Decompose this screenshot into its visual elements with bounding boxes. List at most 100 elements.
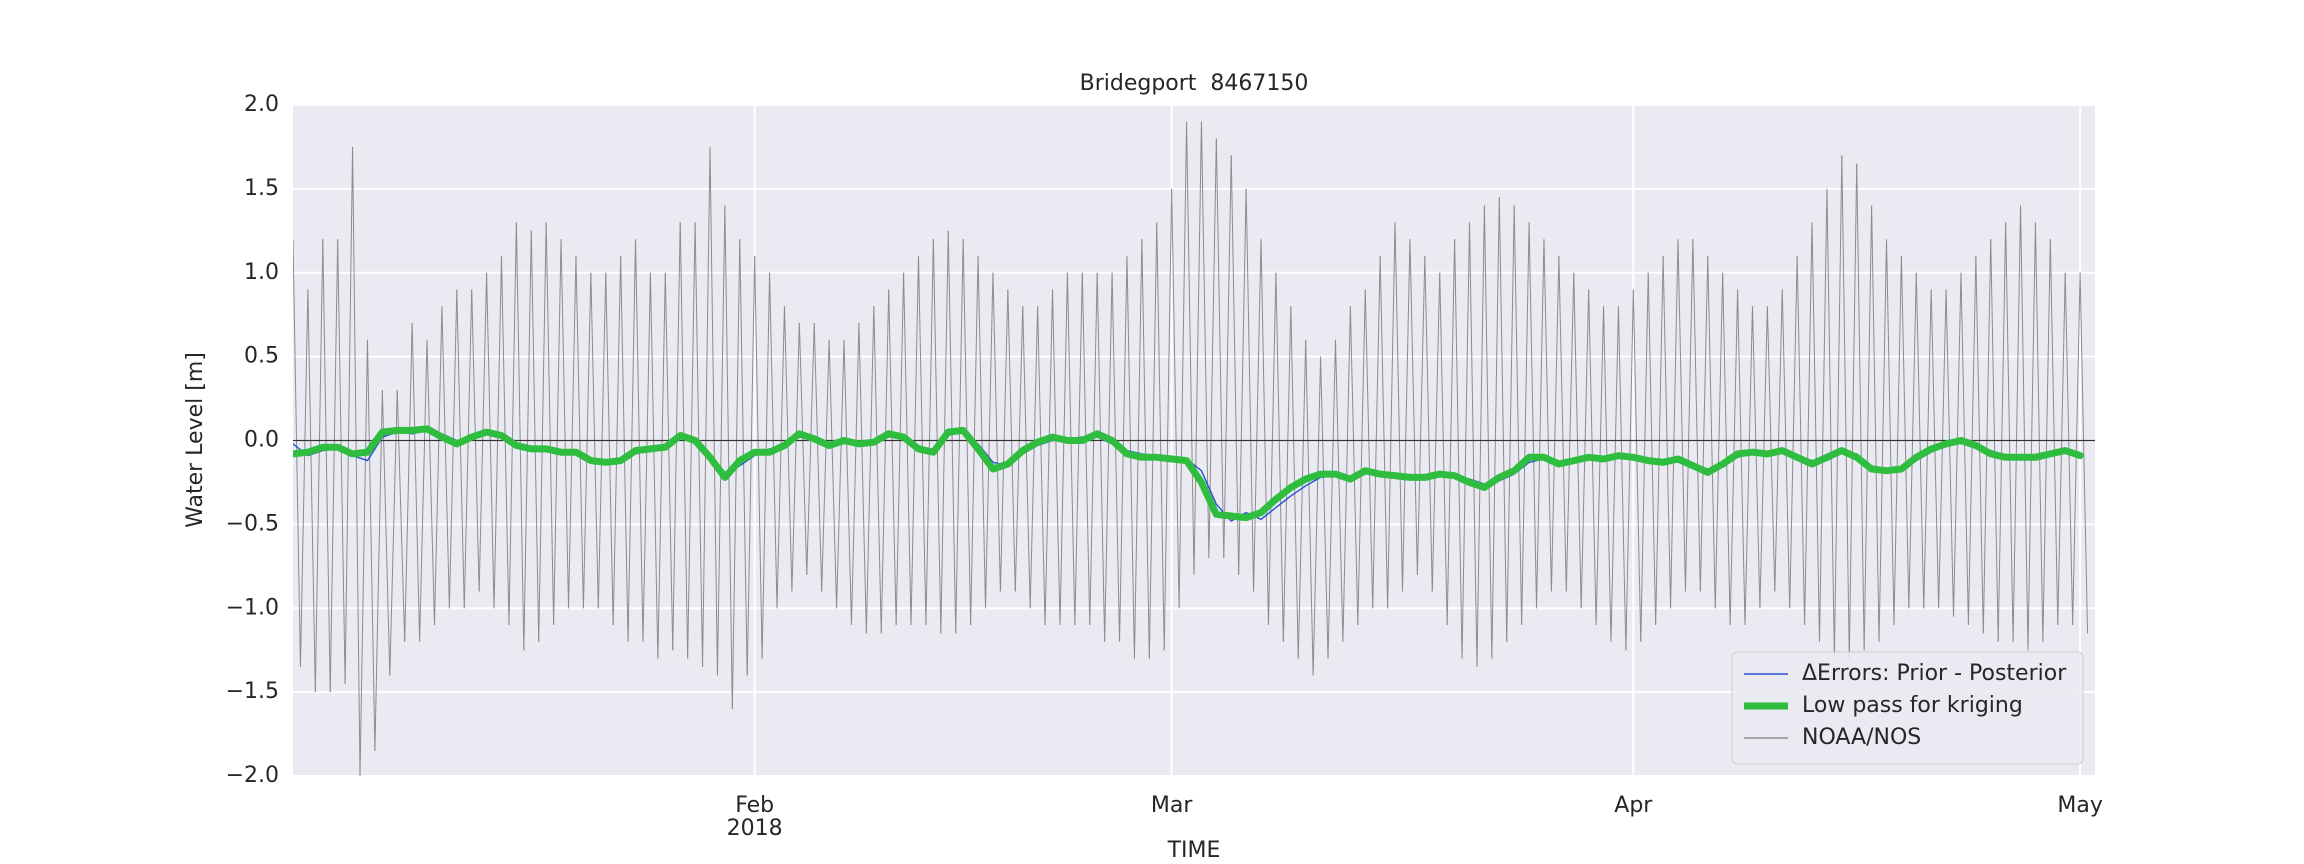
- tide-segment: [620, 255, 629, 642]
- tide-segment: [746, 255, 756, 676]
- y-tick-label: −1.5: [226, 679, 279, 704]
- tide-segment: [344, 146, 354, 684]
- tide-segment: [1320, 356, 1329, 659]
- x-tick-label: Feb: [735, 793, 774, 818]
- y-tick-label: 2.0: [244, 92, 279, 117]
- tide-segment: [783, 306, 793, 592]
- tide-segment: [1245, 188, 1255, 592]
- tide-segment: [568, 255, 577, 609]
- tide-segment: [1357, 289, 1366, 626]
- tide-segment: [1707, 255, 1716, 609]
- tide-segment: [1178, 121, 1188, 609]
- tide-segment: [374, 390, 383, 751]
- x-tick-label: Mar: [1151, 793, 1193, 818]
- tide-segment: [709, 146, 718, 676]
- tide-segment: [1104, 272, 1113, 642]
- tide-segment: [448, 289, 458, 609]
- tide-segment: [1818, 188, 1828, 642]
- tide-segment: [821, 339, 830, 592]
- tide-segment: [1394, 222, 1403, 592]
- y-tick-label: −0.5: [226, 511, 279, 536]
- tide-segment: [1364, 289, 1374, 609]
- y-tick-label: 0.5: [244, 344, 279, 369]
- tide-segment: [1483, 205, 1493, 659]
- tide-segment: [1044, 289, 1054, 626]
- tide-segment: [411, 323, 421, 642]
- x-tick-sublabel: 2018: [727, 816, 783, 841]
- x-tick-label: Apr: [1614, 793, 1653, 818]
- tide-segment: [1096, 272, 1106, 642]
- tide-segment: [1141, 239, 1150, 659]
- tide-segment: [858, 323, 867, 634]
- series-line: [293, 425, 2084, 522]
- tide-segment: [2072, 272, 2081, 626]
- tide-segment: [1372, 255, 1381, 609]
- tide-segment: [1751, 306, 1761, 609]
- tide-segment: [1334, 339, 1344, 642]
- tide-segment: [1476, 205, 1485, 667]
- tide-segment: [1580, 289, 1590, 609]
- legend-label: ΔErrors: Prior - Posterior: [1802, 661, 2067, 686]
- tide-segment: [307, 289, 316, 693]
- tide-segment: [1938, 289, 1947, 609]
- tide-segment: [1238, 188, 1247, 575]
- chart-title: Bridegport 8467150: [1080, 71, 1309, 96]
- tide-segment: [1312, 356, 1322, 676]
- tide-segment: [1037, 306, 1046, 626]
- tide-segment: [2012, 205, 2022, 642]
- tide-segment: [1759, 306, 1768, 609]
- tide-segment: [508, 222, 517, 626]
- tide-segment: [352, 146, 361, 776]
- tide-segment: [992, 272, 1001, 592]
- tide-segment: [1841, 155, 1850, 659]
- tide-segment: [337, 239, 346, 684]
- tide-segment: [359, 339, 368, 776]
- tide-segment: [977, 255, 987, 609]
- legend-label: NOAA/NOS: [1802, 725, 1921, 750]
- tide-segment: [1066, 272, 1076, 626]
- tide-segment: [1833, 155, 1843, 659]
- tide-segment: [530, 230, 540, 642]
- tide-segment: [1997, 222, 2007, 642]
- tide-segment: [2079, 272, 2089, 634]
- tide-segment: [545, 222, 555, 626]
- tide-segment: [649, 272, 659, 659]
- tide-segment: [1052, 289, 1061, 626]
- tide-segment: [1305, 339, 1314, 676]
- tide-segment: [538, 222, 547, 642]
- tide-segment: [1886, 239, 1895, 626]
- tide-segment: [1595, 306, 1605, 626]
- tide-segment: [806, 323, 815, 575]
- tide-segment: [1230, 155, 1240, 575]
- tide-segment: [1662, 255, 1672, 609]
- tide-segment: [1603, 306, 1612, 642]
- tide-segment: [1856, 163, 1865, 651]
- tide-segment: [791, 323, 800, 592]
- tide-segment: [2020, 205, 2029, 651]
- tide-segment: [1431, 272, 1441, 592]
- tide-segment: [1186, 121, 1195, 575]
- tide-segment: [1498, 197, 1508, 642]
- tide-segment: [1387, 222, 1396, 609]
- tide-segment: [1692, 239, 1701, 592]
- tide-segment: [813, 323, 823, 592]
- tide-segment: [932, 239, 942, 634]
- tide-segment: [2034, 222, 2044, 642]
- tide-segment: [1677, 239, 1686, 592]
- tide-segment: [1156, 222, 1165, 651]
- tide-segment: [1826, 188, 1835, 659]
- tide-segment: [1982, 239, 1992, 634]
- tide-segment: [1543, 239, 1552, 592]
- tide-segment: [2005, 222, 2014, 642]
- legend-label: Low pass for kriging: [1802, 693, 2023, 718]
- tide-segment: [664, 272, 674, 651]
- tide-segment: [560, 239, 570, 609]
- tide-segment: [1171, 188, 1180, 609]
- tide-segment: [1074, 272, 1083, 626]
- tide-segment: [1409, 239, 1418, 575]
- tide-segment: [1744, 306, 1753, 626]
- tide-segment: [419, 339, 428, 642]
- legend-box: [1731, 651, 2084, 765]
- tide-segment: [1625, 289, 1634, 651]
